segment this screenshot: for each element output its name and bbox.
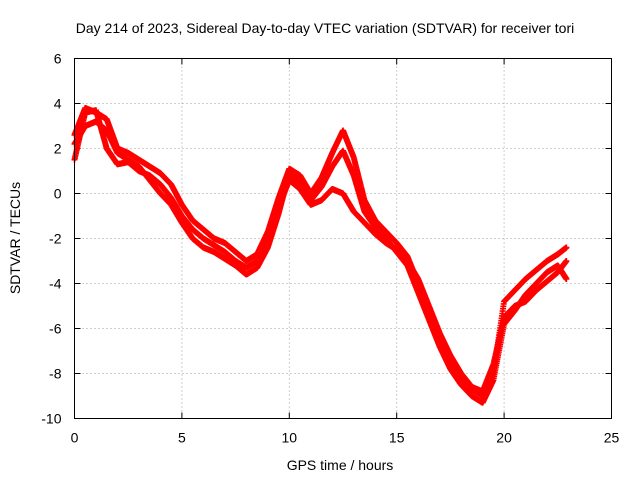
x-tick-label: 0 xyxy=(71,430,79,446)
y-tick-label: -8 xyxy=(49,366,62,382)
y-tick-label: 0 xyxy=(54,186,62,202)
y-axis-label: SDTVAR / TECUs xyxy=(7,182,23,294)
axis-ticks: 0 5 10 15 20 25 -10 -8 -6 -4 -2 0 2 4 6 xyxy=(41,51,619,446)
y-tick-label: 4 xyxy=(54,96,62,112)
y-tick-label: -6 xyxy=(49,321,62,337)
x-tick-label: 15 xyxy=(389,430,405,446)
x-tick-label: 25 xyxy=(604,430,620,446)
data-point xyxy=(563,276,570,282)
series-track-3 xyxy=(71,105,570,399)
x-tick-label: 5 xyxy=(178,430,186,446)
y-tick-label: -10 xyxy=(41,411,61,427)
y-tick-label: -4 xyxy=(49,276,62,292)
grid-lines xyxy=(74,58,612,419)
chart-title: Day 214 of 2023, Sidereal Day-to-day VTE… xyxy=(76,20,575,36)
data-point xyxy=(563,244,570,251)
y-tick-label: 6 xyxy=(54,51,62,67)
x-tick-label: 20 xyxy=(496,430,512,446)
x-axis-label: GPS time / hours xyxy=(287,457,394,473)
data-point xyxy=(563,258,570,264)
plot-frame xyxy=(74,58,612,419)
y-tick-label: 2 xyxy=(54,141,62,157)
data-series xyxy=(71,105,570,406)
x-tick-label: 10 xyxy=(282,430,298,446)
y-tick-label: -2 xyxy=(49,231,62,247)
